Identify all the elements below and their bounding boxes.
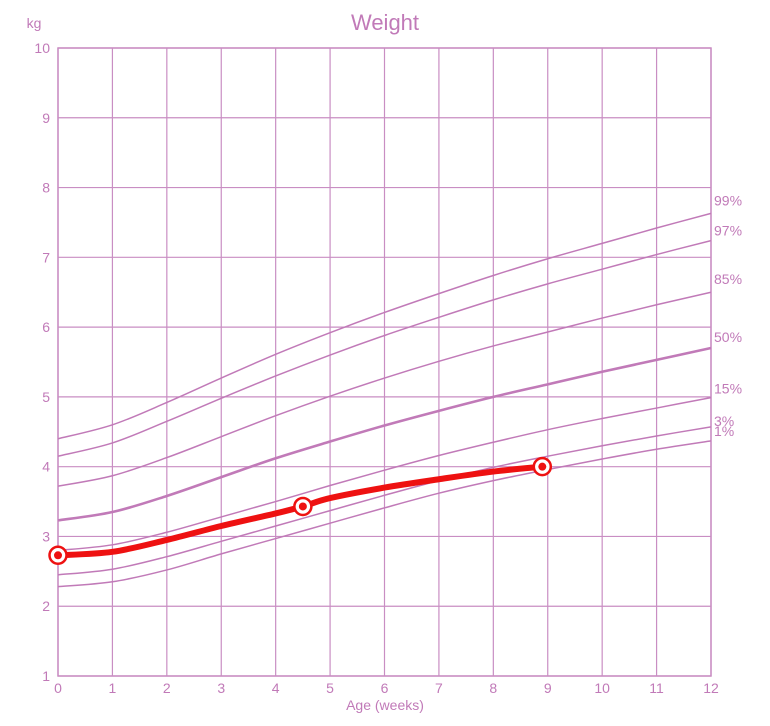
y-tick-label: 5: [42, 389, 50, 405]
centile-label: 99%: [714, 192, 742, 208]
chart-title: Weight: [351, 10, 419, 35]
x-tick-label: 2: [163, 680, 171, 696]
centile-label: 85%: [714, 271, 742, 287]
centile-label: 1%: [714, 423, 734, 439]
measured-point-dot: [298, 502, 307, 511]
x-tick-label: 9: [544, 680, 552, 696]
x-axis-label: Age (weeks): [346, 697, 424, 713]
centile-label: 15%: [714, 381, 742, 397]
x-tick-label: 12: [703, 680, 719, 696]
y-tick-label: 7: [42, 249, 50, 265]
y-tick-label: 10: [34, 40, 50, 56]
grid: [57, 47, 712, 677]
x-tick-label: 5: [326, 680, 334, 696]
y-tick-label: 6: [42, 319, 50, 335]
x-tick-label: 7: [435, 680, 443, 696]
measured-series: [48, 456, 553, 566]
measured-point: [48, 545, 68, 566]
y-tick-label: 4: [42, 459, 50, 475]
y-tick-label: 9: [42, 110, 50, 126]
centile-label: 97%: [714, 223, 742, 239]
measured-point: [293, 496, 313, 517]
y-tick-label: 1: [42, 668, 50, 684]
centile-curve-15pct: [57, 396, 712, 552]
plot-frame: [57, 47, 712, 677]
centile-curves: [57, 212, 712, 588]
y-tick-labels: 1 2 3 4 5 6 7 8 9 10: [34, 40, 50, 684]
centile-label: 3%: [714, 413, 734, 429]
x-tick-label: 3: [217, 680, 225, 696]
centile-label: 50%: [714, 329, 742, 345]
centile-curve-1pct: [57, 440, 712, 588]
x-tick-label: 0: [54, 680, 62, 696]
x-tick-label: 4: [272, 680, 280, 696]
x-tick-label: 8: [489, 680, 497, 696]
measured-point-dot: [54, 551, 62, 560]
x-tick-labels: 0 1 2 3 4 5 6 7 8 9 10 11 12: [54, 680, 719, 696]
y-tick-label: 2: [42, 598, 50, 614]
centile-curve-3pct: [57, 426, 712, 576]
measured-point-dot: [538, 462, 547, 471]
centile-curve-97pct: [57, 239, 712, 457]
measured-point: [532, 456, 553, 477]
centile-labels: 99% 97% 85% 50% 15% 3%1%: [714, 192, 742, 438]
centile-curve-85pct: [57, 291, 712, 487]
x-tick-label: 1: [109, 680, 117, 696]
y-axis-label: kg: [27, 15, 42, 31]
centile-curve-99pct: [57, 212, 712, 440]
x-tick-label: 11: [649, 680, 664, 696]
y-tick-label: 3: [42, 528, 50, 544]
x-tick-label: 6: [381, 680, 389, 696]
y-tick-label: 8: [42, 180, 50, 196]
x-tick-label: 10: [594, 680, 610, 696]
centile-curve-50pct: [57, 346, 712, 522]
